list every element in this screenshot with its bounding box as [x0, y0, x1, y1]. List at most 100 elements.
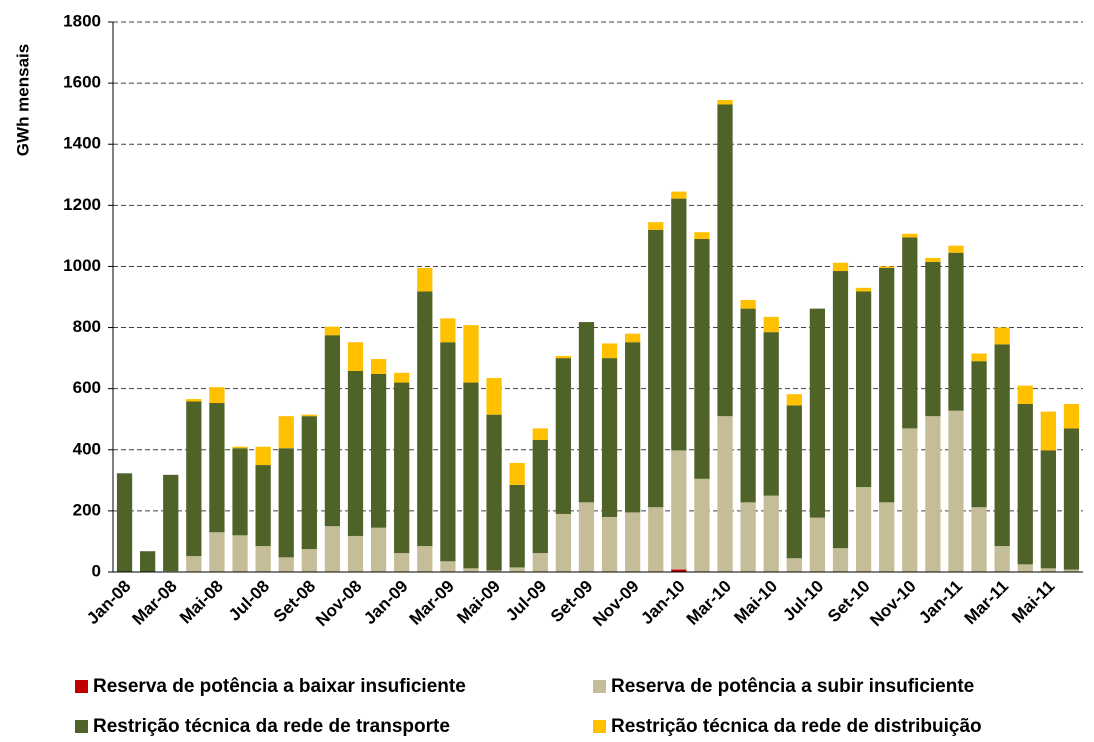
- bar-segment: [347, 535, 364, 572]
- bar-segment: [440, 342, 456, 562]
- x-tick-label: Nov-08: [312, 577, 366, 631]
- bar-segment: [417, 546, 433, 572]
- bar-segment: [394, 382, 410, 554]
- bar-segment: [186, 556, 202, 572]
- bar-segment: [278, 416, 294, 449]
- y-tick-label: 1800: [63, 11, 101, 30]
- bar-segment: [186, 401, 202, 557]
- y-axis-label: GWh mensais: [13, 44, 32, 156]
- x-tick-label: Jul-08: [225, 577, 273, 625]
- bar-segment: [763, 332, 779, 496]
- x-tick-label: Mai-08: [176, 577, 227, 628]
- y-tick-label: 400: [73, 439, 101, 458]
- bar-segment: [971, 507, 987, 572]
- bar-segment: [925, 416, 941, 572]
- x-tick-label: Mar-10: [683, 577, 735, 629]
- bar-segment: [440, 561, 456, 572]
- bar-segment: [417, 267, 433, 292]
- bar-segment: [648, 229, 664, 508]
- bar-segment: [116, 473, 133, 572]
- y-tick-label: 1600: [63, 73, 101, 92]
- bar-segment: [347, 342, 364, 371]
- bar-segment: [971, 361, 987, 508]
- bar-segment: [209, 403, 225, 533]
- y-tick-label: 200: [73, 500, 101, 519]
- bar-segment: [786, 405, 802, 559]
- bar-segment: [879, 266, 895, 268]
- bar-segment: [555, 355, 571, 359]
- bar-segment: [740, 308, 756, 503]
- bar-segment: [786, 558, 802, 572]
- bar-segment: [232, 446, 248, 449]
- bar-segment: [694, 232, 710, 239]
- bar-segment: [440, 318, 456, 343]
- bar-segment: [601, 517, 618, 572]
- bar-segment: [463, 382, 479, 569]
- bar-segment: [1017, 385, 1033, 404]
- bar-segment: [532, 553, 548, 572]
- y-tick-label: 1000: [63, 256, 101, 275]
- bar-segment: [209, 532, 225, 572]
- bar-segment: [671, 191, 687, 199]
- bar-segment: [786, 394, 802, 406]
- bar-segment: [394, 553, 410, 572]
- bar-segment: [232, 448, 248, 536]
- bar-segment: [625, 333, 641, 343]
- bar-segment: [902, 428, 918, 572]
- y-tick-label: 600: [73, 378, 101, 397]
- bar-segment: [1017, 403, 1033, 565]
- x-tick-label: Mai-11: [1008, 577, 1058, 627]
- bar-segment: [625, 512, 641, 572]
- bar-segment: [324, 526, 341, 572]
- bar-segment: [925, 257, 941, 262]
- bar-segment: [717, 99, 733, 105]
- x-tick-label: Jan-11: [915, 577, 966, 628]
- bar-segment: [694, 478, 710, 572]
- bar-segment: [1017, 564, 1033, 572]
- legend-label: Restrição técnica da rede de transporte: [93, 716, 450, 737]
- bar-segment: [140, 551, 156, 572]
- bar-segment: [879, 502, 895, 572]
- bar-segment: [509, 484, 525, 568]
- y-tick-label: 0: [92, 561, 101, 580]
- bar-segment: [763, 495, 779, 572]
- bar-segment: [809, 308, 826, 518]
- bar-segment: [163, 474, 179, 572]
- bar-segment: [717, 104, 733, 417]
- bar-segment: [648, 222, 664, 230]
- bar-segment: [486, 377, 502, 415]
- bar-segment: [278, 448, 294, 558]
- x-tick-label: Jan-08: [83, 577, 135, 629]
- bar-segment: [301, 549, 317, 572]
- bar-segment: [671, 569, 687, 572]
- bar-segment: [855, 487, 872, 572]
- bar-segment: [1040, 411, 1056, 451]
- bar-segment: [486, 414, 502, 571]
- legend-swatch: [75, 720, 88, 733]
- bar-segment: [832, 271, 849, 549]
- x-tick-label: Jan-10: [637, 577, 689, 629]
- bar-segment: [509, 567, 525, 572]
- x-tick-label: Mai-09: [453, 577, 504, 628]
- x-tick-label: Jul-10: [779, 577, 827, 625]
- legend-swatch: [593, 680, 606, 693]
- bar-segment: [301, 414, 317, 417]
- bar-segment: [347, 370, 364, 536]
- bar-segment: [601, 358, 618, 517]
- bar-segment: [186, 399, 202, 402]
- bar-segment: [671, 450, 687, 570]
- x-tick-label: Nov-09: [589, 577, 643, 631]
- legend-label: Reserva de potência a baixar insuficient…: [93, 676, 466, 697]
- bar-segment: [832, 548, 849, 572]
- bar-segment: [1063, 569, 1080, 572]
- bar-segment: [1040, 450, 1056, 569]
- bar-segment: [1063, 403, 1080, 429]
- bar-segment: [948, 252, 964, 411]
- bar-segment: [948, 410, 964, 572]
- bar-segment: [994, 546, 1010, 572]
- bar-segment: [532, 428, 548, 440]
- bar-segment: [994, 344, 1010, 547]
- bar-segment: [925, 261, 941, 417]
- bar-segment: [278, 557, 294, 572]
